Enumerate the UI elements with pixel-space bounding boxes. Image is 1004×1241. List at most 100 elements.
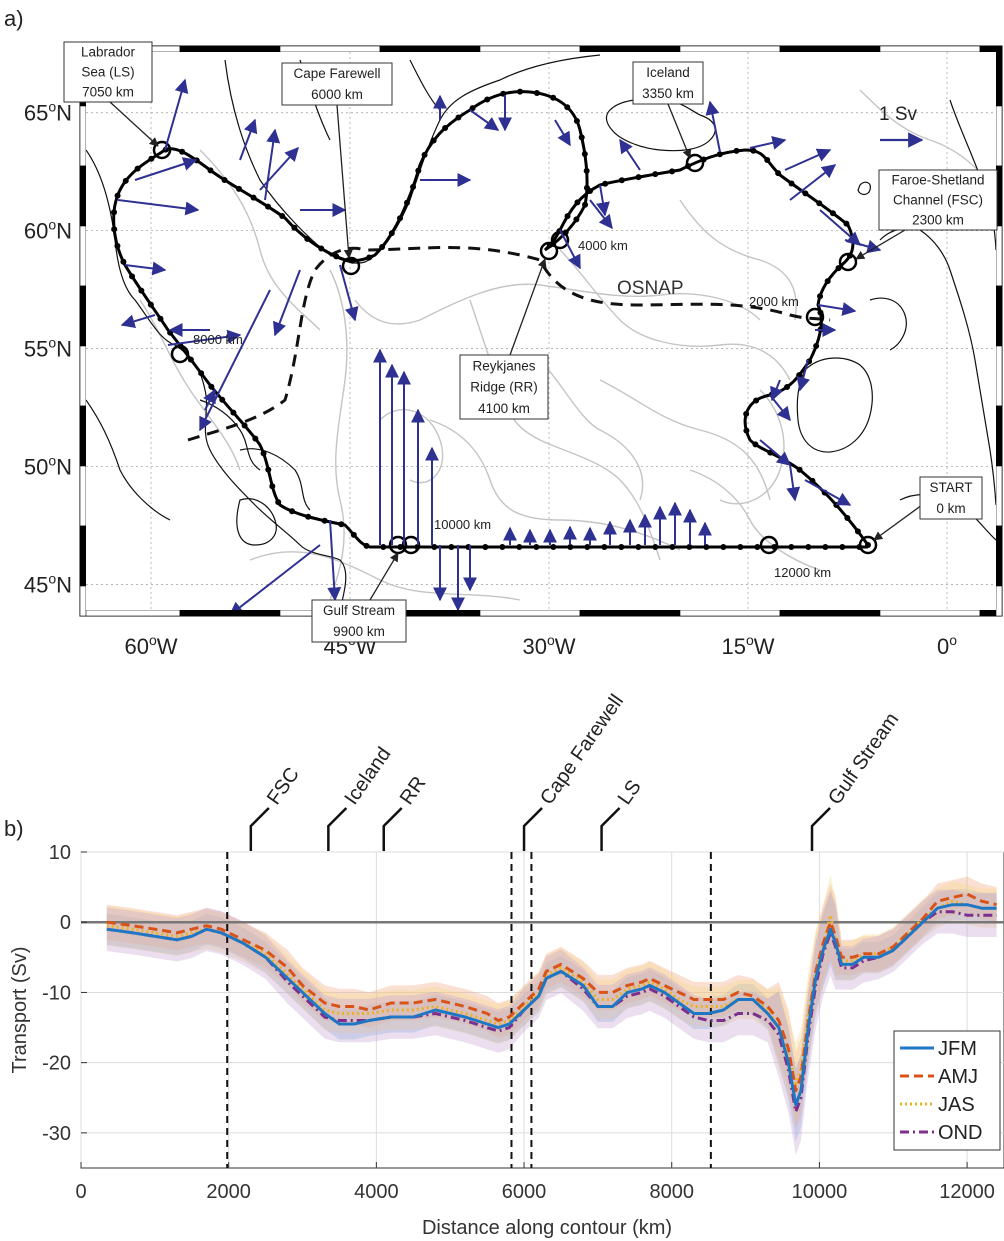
contour-dot — [737, 544, 744, 550]
feature-marker-fsc: FSC — [249, 763, 304, 851]
chart-ticks: 0 2000 4000 6000 8000 10000 12000 10 0 -10 -20 -30 — [42, 842, 995, 1203]
contour-dot — [111, 226, 118, 233]
contour-dot — [415, 167, 422, 174]
series-line-jas — [106, 899, 997, 1086]
contour-dot — [652, 544, 659, 550]
contour-dot — [430, 137, 437, 144]
transport-arrow — [339, 264, 359, 322]
transport-arrow — [749, 135, 787, 150]
circle-12000km — [759, 535, 779, 555]
plot-area — [80, 851, 1004, 1169]
circle-2000km — [805, 307, 825, 327]
contour-dot — [550, 544, 557, 550]
transport-arrow — [120, 314, 156, 329]
contour-dot — [396, 215, 403, 222]
legend-item-jfm: JFM — [900, 1038, 977, 1060]
transport-arrow — [272, 269, 301, 337]
feature-marker-ls: LS — [600, 776, 646, 851]
contour-dot — [796, 372, 803, 379]
contour-dot — [573, 216, 580, 223]
annotation-text: Iceland — [646, 65, 690, 80]
x-tick-label: 0 — [75, 1181, 86, 1203]
contour-dot — [221, 176, 228, 183]
contour-dot — [669, 544, 676, 550]
contour-dot — [822, 544, 829, 550]
contour-dot — [350, 531, 357, 538]
contour-dot — [788, 180, 795, 187]
transport-arrow — [554, 119, 571, 147]
contour-dot — [775, 170, 782, 177]
contour-dot — [703, 544, 710, 550]
contour-dot — [618, 544, 625, 550]
annotation-text: Labrador — [81, 44, 136, 59]
contour-dot — [635, 174, 642, 181]
transport-arrow — [199, 289, 271, 432]
contour-dot — [250, 194, 257, 201]
lat-label-65: 65oN — [24, 99, 72, 126]
scale-arrow: 1 Sv — [879, 104, 924, 148]
contour-dot — [120, 258, 127, 265]
contour-dot — [198, 370, 205, 377]
uncertainty-bands — [106, 874, 997, 1155]
circle-iceland — [685, 153, 705, 173]
contour-dot — [601, 544, 608, 550]
transport-arrow — [124, 261, 167, 276]
contour-dot — [802, 190, 809, 197]
contour-dot — [733, 147, 740, 154]
contour-dot — [865, 542, 871, 548]
annotation-text: 3350 km — [642, 86, 694, 101]
circle-8000km — [170, 344, 190, 364]
annotation-iceland: Iceland 3350 km — [632, 61, 704, 159]
contour-dot — [813, 342, 820, 349]
contour-dot — [338, 521, 345, 528]
legend-item-amj: AMJ — [900, 1066, 978, 1088]
transport-arrows — [117, 78, 882, 610]
contour-path — [112, 90, 870, 549]
contour-dot — [321, 517, 328, 524]
y-tick-label: -20 — [42, 1053, 71, 1075]
transport-arrow — [770, 379, 784, 402]
legend-item-ond: OND — [900, 1122, 982, 1144]
km-label-12000: 12000 km — [774, 565, 831, 580]
contour-dot — [564, 104, 571, 111]
circle-rr — [539, 241, 559, 261]
contour-dot — [583, 167, 590, 174]
contour-dot — [618, 177, 625, 184]
contour-dot — [305, 513, 312, 520]
contour-dot — [533, 89, 540, 96]
contour-dot — [564, 213, 571, 220]
x-tick-label: 8000 — [649, 1181, 694, 1203]
contour-dot — [275, 499, 282, 506]
contour-dot — [484, 96, 491, 103]
x-tick-label: 12000 — [939, 1181, 995, 1203]
map-axis-labels: 65oN60oN55oN50oN45oN60oW45oW30oW15oW0o — [24, 99, 957, 659]
contour-dot — [134, 165, 141, 172]
km-label-4000: 4000 km — [578, 238, 628, 253]
transport-arrow — [705, 100, 721, 153]
transport-arrow — [203, 388, 216, 411]
x-tick-label: 4000 — [354, 1181, 399, 1203]
contour-dot — [752, 441, 759, 448]
series-lines — [106, 892, 997, 1114]
km-label-8000: 8000 km — [193, 332, 243, 347]
contour-dot — [764, 157, 771, 164]
contour-dot — [517, 88, 524, 95]
contour-dot — [219, 396, 226, 403]
transport-arrow — [789, 164, 837, 201]
transport-arrow — [164, 78, 189, 151]
contour-dot — [829, 210, 836, 217]
contour-dot — [581, 151, 588, 158]
scale-label: 1 Sv — [879, 104, 918, 125]
transport-arrow — [786, 464, 801, 502]
x-axis-label: Distance along contour (km) — [422, 1217, 672, 1239]
contour-dot — [583, 184, 590, 191]
transport-arrow — [759, 439, 792, 466]
contour-dot — [716, 151, 723, 158]
contour-dot — [796, 466, 803, 473]
transport-arrow — [239, 118, 258, 161]
x-tick-label: 2000 — [206, 1181, 251, 1203]
contour-dot — [516, 544, 523, 550]
transport-arrow — [796, 359, 811, 392]
transport-arrow — [596, 184, 610, 217]
